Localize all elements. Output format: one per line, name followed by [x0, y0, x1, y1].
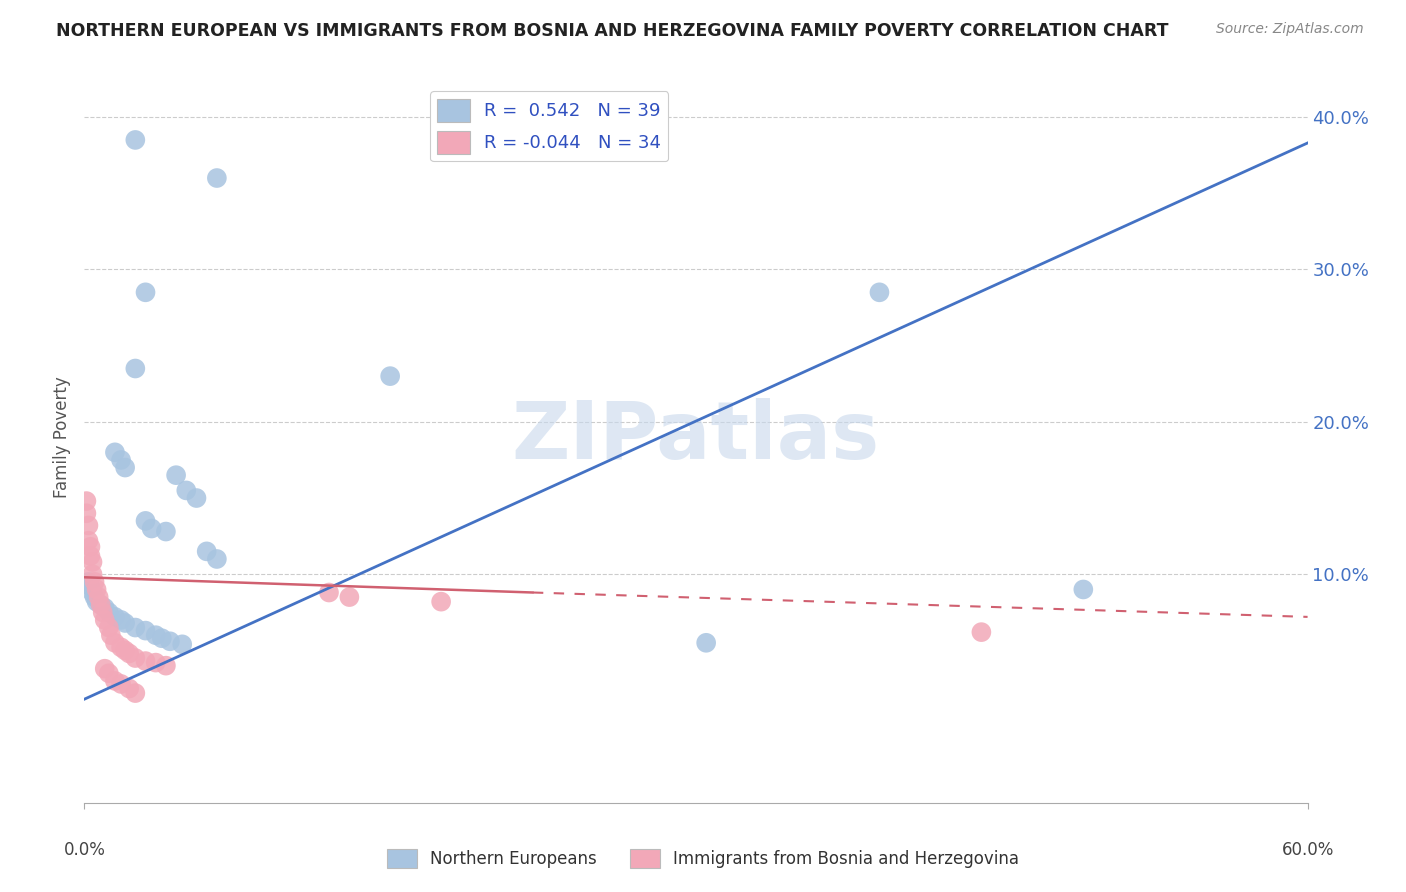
Point	[318, 585, 340, 599]
Legend: Northern Europeans, Immigrants from Bosnia and Herzegovina: Northern Europeans, Immigrants from Bosn…	[380, 842, 1026, 875]
Point	[380, 369, 402, 384]
Point	[124, 621, 146, 635]
Point	[205, 171, 228, 186]
Point	[114, 643, 136, 657]
Point	[869, 285, 891, 300]
Point	[339, 590, 361, 604]
Point	[110, 640, 132, 655]
Point	[159, 634, 181, 648]
Point	[195, 544, 218, 558]
Point	[82, 555, 104, 569]
Point	[79, 540, 101, 554]
Point	[82, 585, 104, 599]
Y-axis label: Family Poverty: Family Poverty	[53, 376, 72, 498]
Point	[93, 613, 115, 627]
Point	[97, 621, 120, 635]
Point	[93, 662, 115, 676]
Point	[83, 574, 105, 589]
Point	[174, 483, 197, 498]
Point	[90, 598, 112, 612]
Point	[93, 600, 115, 615]
Point	[124, 361, 146, 376]
Point	[75, 506, 97, 520]
Point	[155, 524, 177, 539]
Point	[90, 598, 112, 612]
Text: 0.0%: 0.0%	[63, 841, 105, 859]
Text: Source: ZipAtlas.com: Source: ZipAtlas.com	[1216, 22, 1364, 37]
Point	[110, 613, 132, 627]
Point	[97, 666, 120, 681]
Point	[82, 567, 104, 582]
Point	[205, 552, 228, 566]
Point	[77, 518, 100, 533]
Point	[97, 605, 120, 619]
Point	[141, 521, 163, 535]
Point	[695, 636, 717, 650]
Point	[124, 651, 146, 665]
Point	[1073, 582, 1095, 597]
Point	[114, 615, 136, 630]
Text: ZIPatlas: ZIPatlas	[512, 398, 880, 476]
Point	[83, 590, 105, 604]
Legend: R =  0.542   N = 39, R = -0.044   N = 34: R = 0.542 N = 39, R = -0.044 N = 34	[430, 91, 668, 161]
Point	[100, 628, 122, 642]
Point	[430, 594, 453, 608]
Point	[79, 579, 101, 593]
Point	[124, 133, 146, 147]
Point	[79, 549, 101, 563]
Point	[186, 491, 208, 505]
Point	[135, 514, 157, 528]
Point	[110, 453, 132, 467]
Point	[970, 625, 993, 640]
Point	[118, 647, 141, 661]
Point	[87, 590, 110, 604]
Point	[104, 673, 127, 688]
Point	[118, 681, 141, 696]
Point	[124, 686, 146, 700]
Point	[86, 582, 108, 597]
Point	[155, 658, 177, 673]
Point	[77, 574, 100, 589]
Point	[145, 628, 167, 642]
Point	[172, 637, 194, 651]
Point	[135, 654, 157, 668]
Text: 60.0%: 60.0%	[1281, 841, 1334, 859]
Point	[165, 468, 187, 483]
Point	[75, 494, 97, 508]
Point	[150, 632, 173, 646]
Point	[91, 605, 114, 619]
Point	[77, 533, 100, 548]
Point	[135, 285, 157, 300]
Point	[104, 636, 127, 650]
Point	[145, 656, 167, 670]
Point	[104, 445, 127, 459]
Point	[114, 460, 136, 475]
Point	[135, 624, 157, 638]
Point	[110, 677, 132, 691]
Point	[104, 610, 127, 624]
Point	[86, 594, 108, 608]
Text: NORTHERN EUROPEAN VS IMMIGRANTS FROM BOSNIA AND HERZEGOVINA FAMILY POVERTY CORRE: NORTHERN EUROPEAN VS IMMIGRANTS FROM BOS…	[56, 22, 1168, 40]
